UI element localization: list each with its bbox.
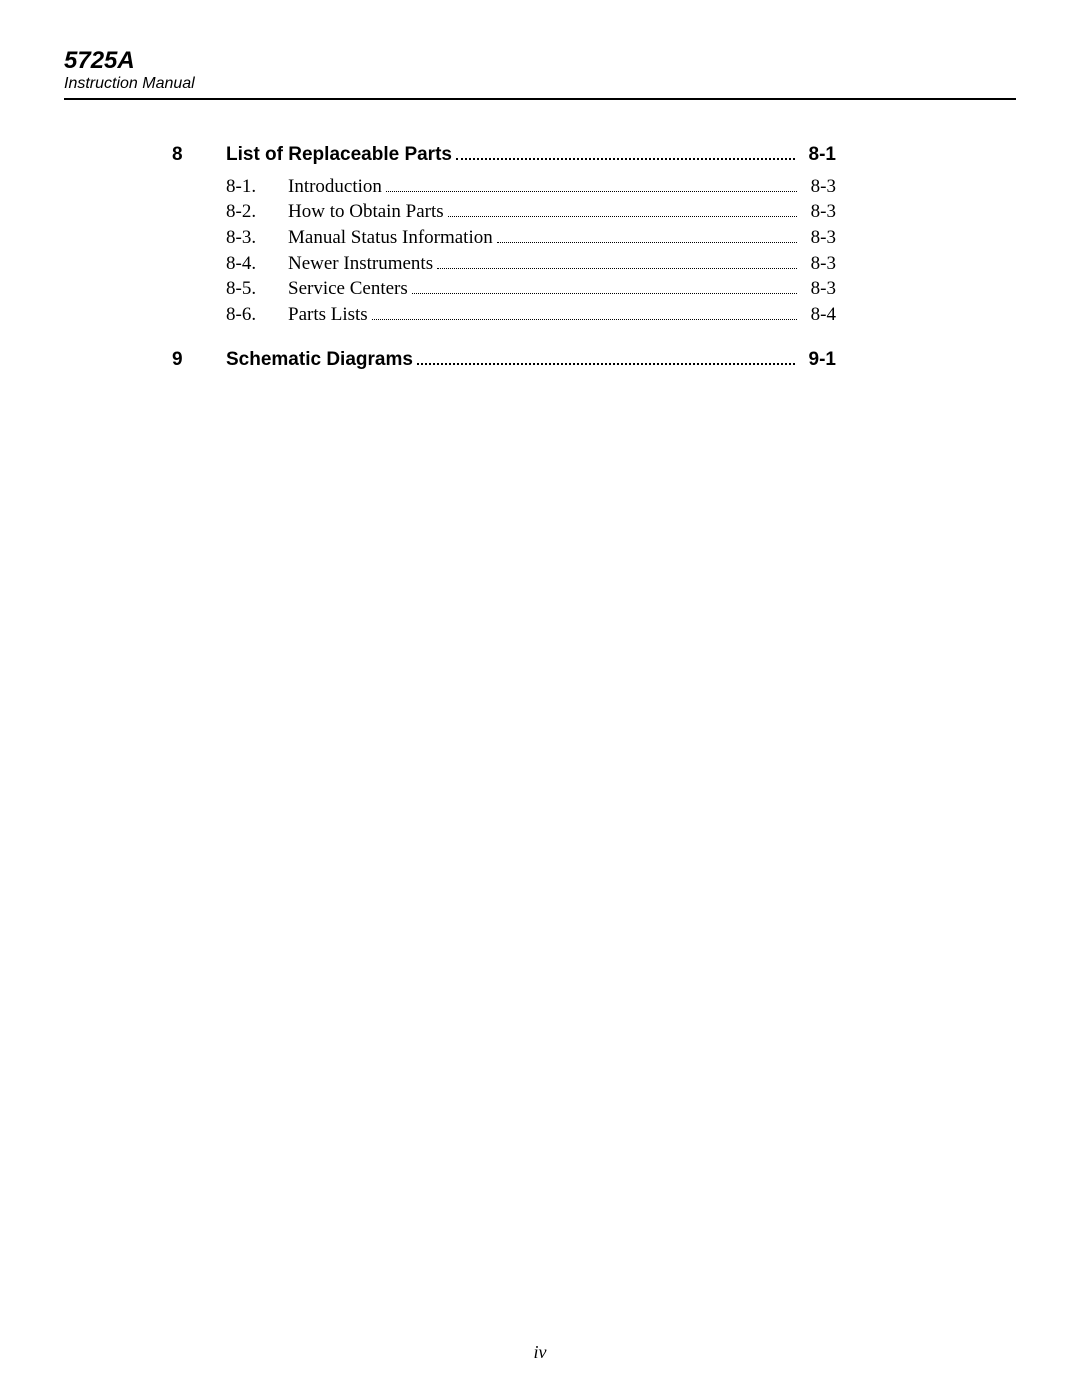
leader-dots <box>437 257 797 268</box>
entry-title: Parts Lists <box>288 302 368 328</box>
section-title: List of Replaceable Parts <box>226 144 452 166</box>
entry-title: Introduction <box>288 174 382 200</box>
entry-title: Manual Status Information <box>288 225 493 251</box>
entry-title: How to Obtain Parts <box>288 199 444 225</box>
leader-dots <box>372 308 797 319</box>
toc-entry: 8-5. Service Centers 8-3 <box>226 276 836 302</box>
page-number: iv <box>0 1342 1080 1363</box>
page: 5725A Instruction Manual 8 List of Repla… <box>0 0 1080 1397</box>
leader-dots <box>448 206 797 217</box>
leader-dots <box>417 354 795 365</box>
leader-dots <box>497 231 797 242</box>
toc-section-8: 8 List of Replaceable Parts 8-1 <box>172 144 836 166</box>
section-page: 8-1 <box>799 144 836 166</box>
leader-dots <box>412 283 797 294</box>
entry-number: 8-5. <box>226 276 288 302</box>
manual-label: Instruction Manual <box>64 74 1016 93</box>
entry-page: 8-3 <box>801 251 836 277</box>
section-number: 8 <box>172 144 226 166</box>
section-page: 9-1 <box>799 349 836 371</box>
entry-number: 8-6. <box>226 302 288 328</box>
leader-dots <box>456 148 795 159</box>
entry-number: 8-1. <box>226 174 288 200</box>
section-number: 9 <box>172 349 226 371</box>
toc-entry: 8-1. Introduction 8-3 <box>226 174 836 200</box>
entry-page: 8-3 <box>801 199 836 225</box>
entry-page: 8-3 <box>801 174 836 200</box>
toc-entry: 8-6. Parts Lists 8-4 <box>226 302 836 328</box>
section-title: Schematic Diagrams <box>226 349 413 371</box>
leader-dots <box>386 180 797 191</box>
toc-section-9: 9 Schematic Diagrams 9-1 <box>172 349 836 371</box>
toc-entry: 8-4. Newer Instruments 8-3 <box>226 251 836 277</box>
spacer <box>172 327 836 341</box>
entry-title: Newer Instruments <box>288 251 433 277</box>
entry-page: 8-3 <box>801 225 836 251</box>
page-header: 5725A Instruction Manual <box>64 48 1016 100</box>
model-number: 5725A <box>64 48 1016 74</box>
toc-entry: 8-3. Manual Status Information 8-3 <box>226 225 836 251</box>
table-of-contents: 8 List of Replaceable Parts 8-1 8-1. Int… <box>172 144 836 372</box>
entry-page: 8-4 <box>801 302 836 328</box>
toc-entry: 8-2. How to Obtain Parts 8-3 <box>226 199 836 225</box>
entry-number: 8-3. <box>226 225 288 251</box>
entry-number: 8-2. <box>226 199 288 225</box>
entry-number: 8-4. <box>226 251 288 277</box>
entry-title: Service Centers <box>288 276 408 302</box>
entry-page: 8-3 <box>801 276 836 302</box>
